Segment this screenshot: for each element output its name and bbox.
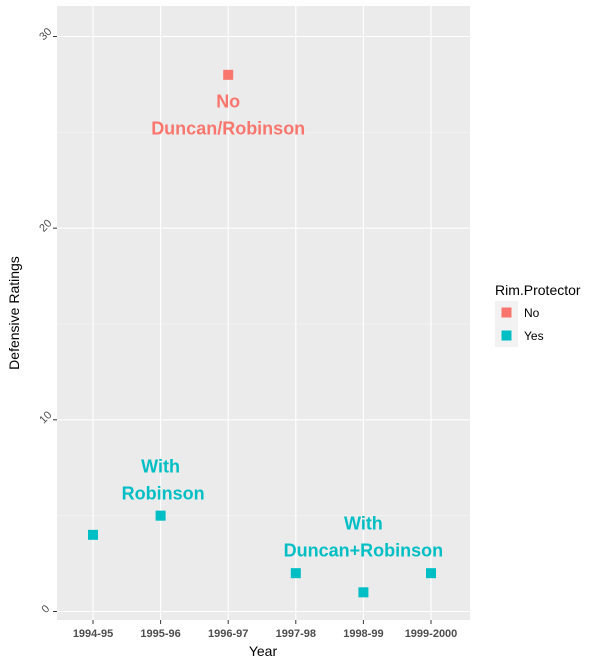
panel-background — [57, 6, 470, 620]
annotation-line: Duncan/Robinson — [151, 119, 305, 139]
legend-title: Rim.Protector — [495, 282, 581, 298]
data-point — [155, 510, 166, 521]
x-tick-label: 1994-95 — [73, 628, 113, 640]
legend-key-no — [501, 307, 512, 318]
x-axis: 1994-95 1995-96 1996-97 1997-98 1998-99 1999-… — [73, 620, 457, 640]
annotation-label: With Duncan+Robinson — [284, 513, 444, 560]
legend-key-yes — [501, 330, 512, 341]
minor-gridlines — [57, 132, 470, 516]
y-tick-label: 0 — [39, 603, 52, 616]
legend-label-yes: Yes — [524, 329, 544, 343]
data-point — [223, 69, 234, 80]
data-point — [88, 529, 98, 540]
data-point — [358, 587, 369, 598]
major-gridlines — [57, 6, 470, 620]
x-tick-label: 1999-2000 — [405, 628, 458, 640]
legend-label-no: No — [524, 306, 540, 320]
y-tick-label: 10 — [37, 409, 54, 426]
y-axis: 0 10 20 30 — [37, 26, 57, 616]
data-point — [426, 568, 436, 579]
x-tick-label: 1998-99 — [343, 628, 383, 640]
annotation-label: No Duncan/Robinson — [151, 92, 305, 139]
annotation-line: Duncan+Robinson — [284, 540, 444, 560]
y-tick-label: 20 — [37, 217, 54, 234]
annotation-line: With — [141, 457, 180, 477]
data-points — [88, 69, 436, 598]
y-axis-title: Defensive Ratings — [6, 256, 22, 370]
x-tick-label: 1996-97 — [208, 628, 248, 640]
annotation-line: No — [216, 92, 240, 112]
annotation-line: Robinson — [117, 484, 205, 504]
annotation-line: With — [344, 513, 383, 533]
data-point — [290, 568, 301, 579]
x-tick-label: 1997-98 — [276, 628, 316, 640]
x-tick-label: 1995-96 — [140, 628, 180, 640]
y-tick-label: 30 — [37, 26, 54, 43]
legend: Rim.Protector No Yes — [495, 282, 581, 347]
annotation-label: With Robinson — [117, 457, 205, 504]
x-axis-title: Year — [249, 643, 278, 659]
